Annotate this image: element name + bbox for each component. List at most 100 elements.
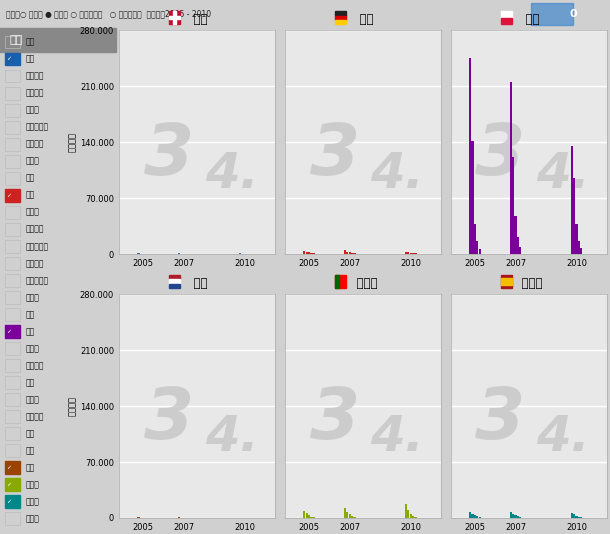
Bar — [570, 146, 573, 254]
Text: 斯洛伐克: 斯洛伐克 — [26, 259, 44, 268]
Bar — [5, 257, 20, 270]
Text: 4.: 4. — [205, 413, 259, 461]
Bar — [501, 18, 512, 23]
Bar — [351, 516, 353, 518]
Bar — [5, 444, 20, 457]
Bar — [514, 216, 517, 254]
Bar — [501, 11, 512, 18]
Text: 芬兰: 芬兰 — [26, 429, 35, 438]
Bar — [5, 87, 20, 99]
Bar — [5, 53, 20, 66]
Bar — [573, 178, 575, 254]
Bar — [344, 508, 346, 518]
Bar — [169, 11, 180, 23]
Bar — [580, 517, 583, 518]
Text: 4.: 4. — [536, 150, 590, 198]
Bar — [5, 342, 20, 355]
Bar — [5, 70, 20, 82]
Bar — [313, 253, 315, 254]
Bar — [349, 514, 351, 518]
Bar — [476, 516, 478, 518]
Bar — [5, 104, 20, 116]
Bar — [5, 36, 20, 49]
Text: 4.: 4. — [370, 413, 424, 461]
Bar — [335, 276, 339, 288]
Text: 4.: 4. — [536, 413, 590, 461]
Bar — [0, 28, 116, 52]
Bar — [578, 516, 580, 518]
Bar — [573, 514, 575, 518]
Text: 罗马尼亚: 罗马尼亚 — [26, 412, 44, 421]
Bar — [308, 515, 310, 518]
Text: 丹麦: 丹麦 — [26, 54, 35, 64]
Bar — [5, 240, 20, 253]
Text: 法国: 法国 — [26, 310, 35, 319]
Bar — [405, 252, 407, 254]
Text: 0: 0 — [570, 9, 577, 19]
Bar — [501, 278, 512, 285]
Bar — [578, 241, 580, 254]
Text: 卢森堡公国: 卢森堡公国 — [26, 123, 49, 132]
Bar — [501, 276, 512, 288]
Bar — [5, 478, 20, 491]
Bar — [169, 276, 180, 279]
Text: 3: 3 — [144, 385, 194, 454]
Bar — [479, 249, 481, 254]
Bar — [519, 247, 522, 254]
Text: 澳满路斯: 澳满路斯 — [26, 140, 44, 149]
Bar — [5, 427, 20, 440]
Bar — [313, 517, 315, 518]
Bar — [519, 517, 522, 518]
Text: 德国: 德国 — [26, 191, 35, 200]
Bar — [407, 253, 409, 254]
Bar — [353, 253, 356, 254]
Bar — [137, 253, 140, 254]
Bar — [5, 291, 20, 304]
Bar — [137, 517, 140, 518]
Bar — [346, 512, 348, 518]
Text: 匈牙利: 匈牙利 — [26, 106, 40, 115]
Text: 3: 3 — [310, 385, 360, 454]
Text: 葡萄牙: 葡萄牙 — [26, 480, 40, 489]
Title:   荷兰: 荷兰 — [187, 277, 208, 290]
Bar — [5, 308, 20, 321]
Bar — [469, 512, 472, 518]
Bar — [303, 251, 306, 254]
Text: 瑞典: 瑞典 — [26, 378, 35, 387]
Bar — [353, 517, 356, 518]
Bar — [303, 511, 306, 518]
Text: 3: 3 — [310, 121, 360, 190]
Text: 马尔他: 马尔他 — [26, 514, 40, 523]
Text: ✓: ✓ — [6, 482, 11, 487]
Text: 奥地利: 奥地利 — [26, 157, 40, 166]
Bar — [412, 253, 414, 254]
Bar — [346, 252, 348, 254]
Text: 捷克共和国: 捷克共和国 — [26, 242, 49, 251]
Title:   波兰: 波兰 — [518, 13, 539, 27]
Text: 拉脱维亚: 拉脱维亚 — [26, 225, 44, 234]
Y-axis label: 猪场数量: 猪场数量 — [68, 132, 77, 152]
Bar — [474, 224, 476, 254]
Bar — [5, 512, 20, 525]
Text: 3: 3 — [475, 121, 526, 190]
Text: 斯洛文尼亚: 斯洛文尼亚 — [26, 276, 49, 285]
Text: 波兰: 波兰 — [26, 327, 35, 336]
Bar — [335, 276, 346, 288]
Text: 英国: 英国 — [26, 446, 35, 455]
Bar — [575, 224, 578, 254]
Text: 爱沙尼亚: 爱沙尼亚 — [26, 361, 44, 370]
Text: 全部: 全部 — [26, 37, 35, 46]
Bar — [310, 516, 312, 518]
Bar — [5, 393, 20, 406]
Bar — [306, 513, 308, 518]
Text: ✓: ✓ — [6, 193, 11, 198]
Text: ✓: ✓ — [6, 465, 11, 470]
Bar — [472, 140, 473, 254]
Bar — [412, 516, 414, 518]
Bar — [570, 513, 573, 518]
Text: 爱尔兰: 爱尔兰 — [26, 344, 40, 353]
Bar — [169, 279, 180, 284]
Text: 4.: 4. — [205, 150, 259, 198]
Title:   丹麦: 丹麦 — [187, 13, 208, 27]
Bar — [5, 223, 20, 235]
